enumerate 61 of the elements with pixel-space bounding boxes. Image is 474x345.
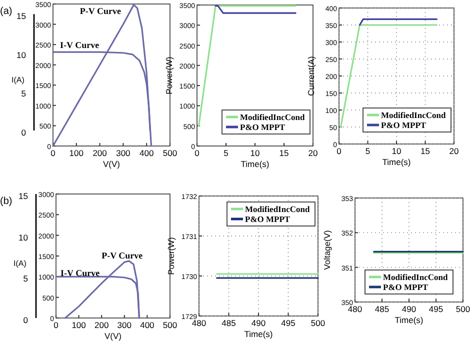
legend-label: ModifiedIncCond bbox=[240, 112, 305, 122]
series-label: P-V Curve bbox=[80, 6, 121, 16]
x-tick-label: 200 bbox=[94, 320, 109, 330]
x-tick-label: 200 bbox=[92, 148, 108, 158]
y-axis-title: Voltage(V) bbox=[322, 230, 332, 270]
x-tick-label: 490 bbox=[251, 318, 266, 328]
x-tick-label: 5 bbox=[224, 148, 229, 158]
x-axis-title: Time(s) bbox=[244, 329, 273, 339]
x-tick-label: 5 bbox=[365, 146, 370, 156]
x-tick-label: 500 bbox=[310, 318, 326, 328]
y-axis-title: Current(A) bbox=[306, 56, 316, 96]
x-tick-label: 485 bbox=[374, 304, 390, 314]
x-tick-label: 495 bbox=[281, 318, 296, 328]
x-axis-title: Time(s) bbox=[240, 159, 270, 169]
x-tick-label: 20 bbox=[449, 146, 459, 156]
legend-label: ModifiedIncCond bbox=[245, 204, 310, 214]
x-tick-label: 15 bbox=[420, 146, 430, 156]
legend-label: P&O MPPT bbox=[240, 122, 286, 132]
y2-tick-label: 0 bbox=[21, 127, 26, 138]
y-axis-title: Power(W) bbox=[164, 56, 174, 94]
x-tick-label: 300 bbox=[117, 320, 132, 330]
series-label: I-V Curve bbox=[60, 268, 100, 278]
y2-tick-label: 15 bbox=[18, 191, 28, 201]
x-axis-title: Time(s) bbox=[382, 157, 411, 167]
x-tick-label: 495 bbox=[428, 304, 444, 314]
legend-label: ModifiedIncCond bbox=[383, 272, 448, 282]
y2-axis-title: I(A) bbox=[14, 259, 27, 268]
y2-tick-label: 10 bbox=[16, 50, 26, 60]
x-tick-label: 10 bbox=[250, 148, 260, 158]
x-tick-label: 100 bbox=[72, 320, 86, 330]
x-tick-label: 500 bbox=[162, 148, 178, 158]
x-tick-label: 490 bbox=[402, 304, 416, 314]
x-tick-label: 100 bbox=[69, 148, 84, 158]
legend-label: P&O MPPT bbox=[381, 120, 426, 130]
y2-tick-label: 5 bbox=[23, 274, 28, 284]
x-tick-label: 480 bbox=[348, 304, 362, 314]
series-label: I-V Curve bbox=[60, 40, 100, 50]
text: (a) bbox=[0, 6, 12, 17]
legend-label: P&O MPPT bbox=[383, 282, 428, 292]
y-axis-title: Power(W) bbox=[166, 236, 176, 275]
x-tick-label: 400 bbox=[140, 148, 154, 158]
legend-label: ModifiedIncCond bbox=[381, 110, 446, 120]
x-tick-label: 500 bbox=[456, 304, 470, 314]
y2-tick-label: 15 bbox=[16, 11, 26, 22]
y2-tick-label: 5 bbox=[21, 88, 26, 99]
x-tick-label: 400 bbox=[140, 320, 155, 330]
x-tick-label: 20 bbox=[308, 148, 318, 158]
x-axis-title: Time(s) bbox=[394, 315, 424, 325]
series-label: P-V Curve bbox=[102, 250, 143, 260]
y2-tick-label: 10 bbox=[18, 232, 28, 242]
legend-label: P&O MPPT bbox=[245, 214, 290, 224]
x-tick-label: 500 bbox=[162, 320, 178, 330]
y2-axis-title: I(A) bbox=[12, 75, 25, 84]
x-tick-label: 15 bbox=[279, 148, 289, 158]
x-tick-label: 485 bbox=[222, 318, 236, 328]
x-tick-label: 300 bbox=[116, 148, 131, 158]
x-tick-label: 480 bbox=[192, 318, 206, 328]
text: (b) bbox=[0, 196, 12, 207]
x-axis-title: V(V) bbox=[103, 159, 120, 169]
x-axis-title: V(V) bbox=[104, 331, 122, 341]
x-tick-label: 10 bbox=[392, 146, 402, 156]
